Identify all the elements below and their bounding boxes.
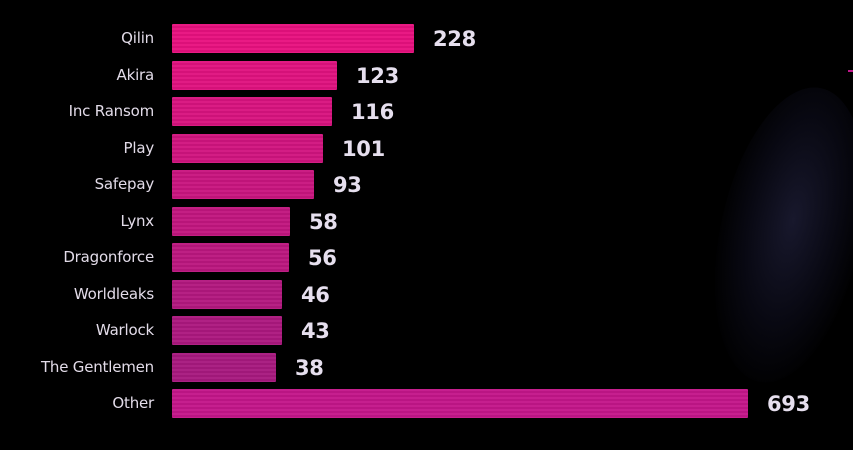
bar bbox=[172, 353, 276, 382]
bar-row-worldleaks: Worldleaks 46 bbox=[0, 280, 853, 309]
category-label: Safepay bbox=[94, 175, 155, 193]
category-label: Akira bbox=[116, 66, 155, 84]
value-label: 43 bbox=[301, 319, 330, 343]
bar bbox=[172, 389, 748, 418]
category-label: Dragonforce bbox=[63, 248, 154, 266]
bar-row-other: Other 693 bbox=[0, 389, 853, 418]
bar-row-inc-ransom: Inc Ransom 116 bbox=[0, 97, 853, 126]
category-label: Play bbox=[123, 139, 155, 157]
category-label: Inc Ransom bbox=[68, 102, 155, 120]
bar-row-dragonforce: Dragonforce 56 bbox=[0, 243, 853, 272]
value-label: 693 bbox=[767, 392, 810, 416]
value-label: 101 bbox=[342, 137, 385, 161]
bar bbox=[172, 316, 282, 345]
value-label: 38 bbox=[295, 356, 324, 380]
bar-row-qilin: Qilin 228 bbox=[0, 24, 853, 53]
bar-row-safepay: Safepay 93 bbox=[0, 170, 853, 199]
value-label: 123 bbox=[356, 64, 399, 88]
value-label: 58 bbox=[309, 210, 338, 234]
category-label: Lynx bbox=[120, 212, 155, 230]
bar bbox=[172, 207, 290, 236]
value-label: 228 bbox=[433, 27, 476, 51]
value-label: 56 bbox=[308, 246, 337, 270]
category-label: Other bbox=[112, 394, 154, 412]
value-label: 93 bbox=[333, 173, 362, 197]
bar-row-play: Play 101 bbox=[0, 134, 853, 163]
bar-row-akira: Akira 123 bbox=[0, 61, 853, 90]
bar bbox=[172, 24, 414, 53]
bar-row-lynx: Lynx 58 bbox=[0, 207, 853, 236]
category-label: Qilin bbox=[121, 29, 154, 47]
bar-row-warlock: Warlock 43 bbox=[0, 316, 853, 345]
bar bbox=[172, 134, 323, 163]
bar bbox=[172, 61, 337, 90]
value-label: 116 bbox=[351, 100, 394, 124]
bar bbox=[172, 243, 289, 272]
category-label: Warlock bbox=[95, 321, 154, 339]
value-label: 46 bbox=[301, 283, 330, 307]
bar bbox=[172, 97, 332, 126]
category-label: Worldleaks bbox=[73, 285, 154, 303]
category-label: The Gentlemen bbox=[40, 358, 154, 376]
bar bbox=[172, 170, 314, 199]
edge-marker bbox=[848, 70, 853, 72]
bar bbox=[172, 280, 282, 309]
bar-row-the-gentlemen: The Gentlemen 38 bbox=[0, 353, 853, 382]
